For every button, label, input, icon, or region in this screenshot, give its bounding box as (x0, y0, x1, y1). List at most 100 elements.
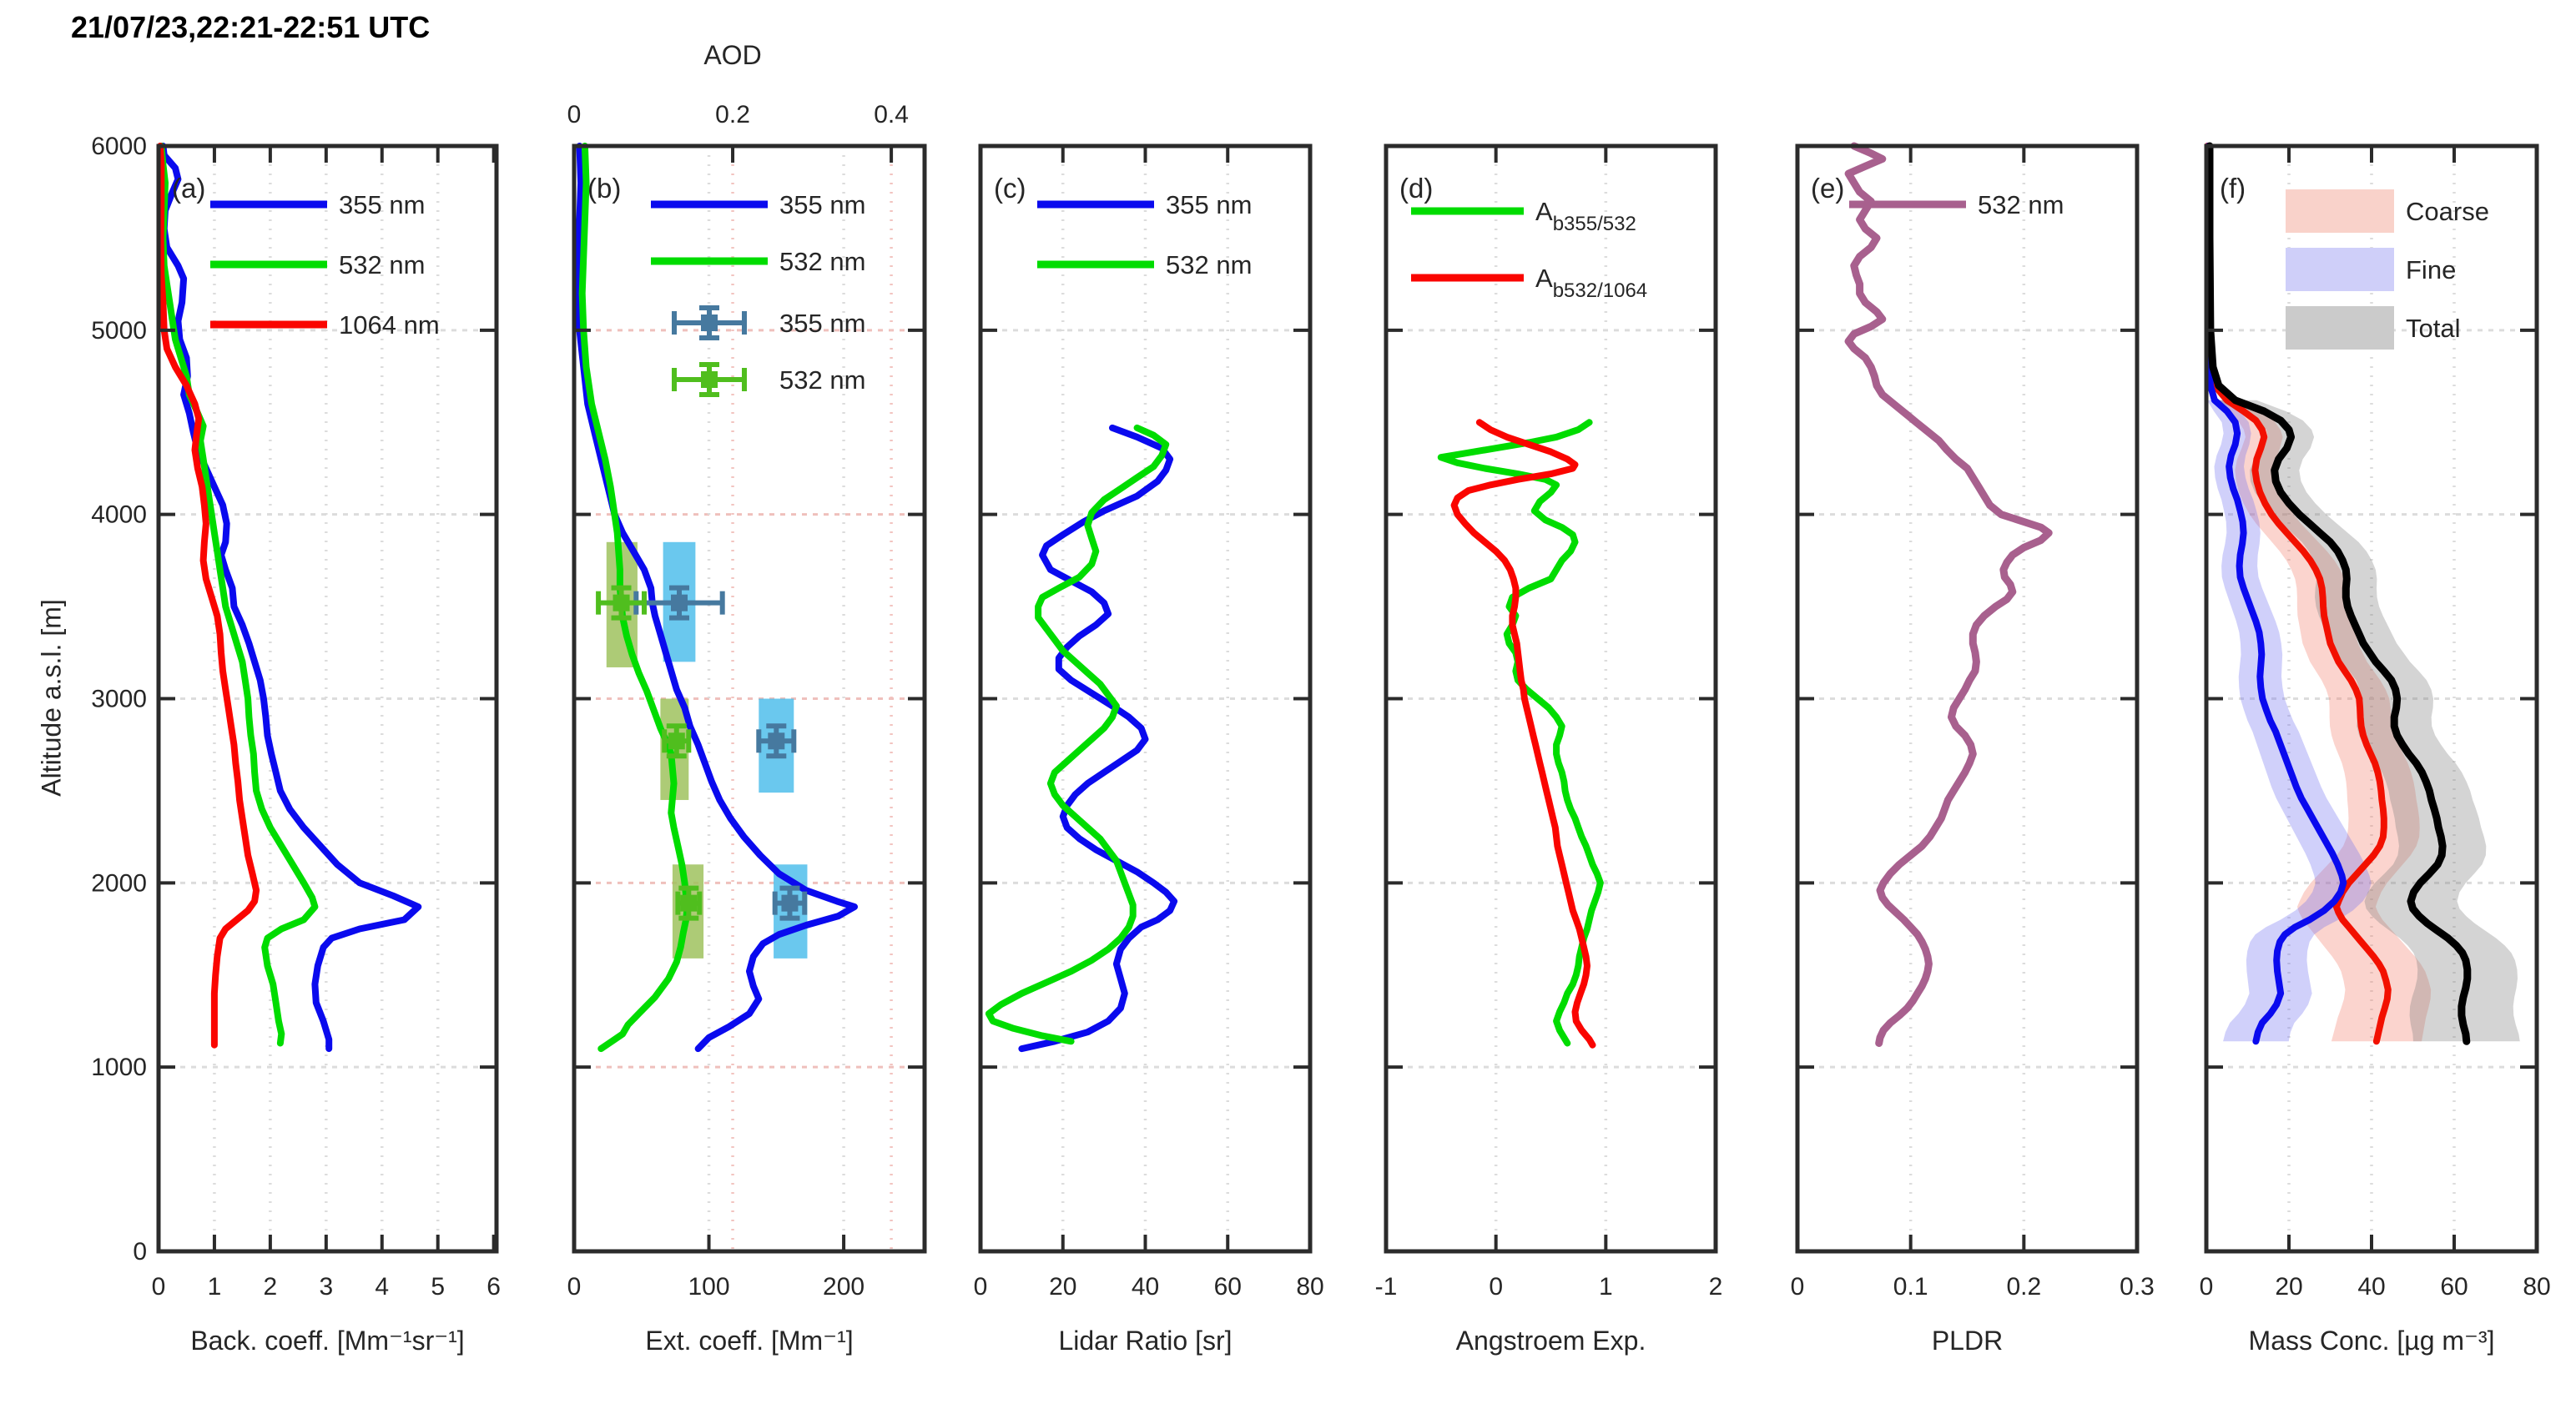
legend-patch-swatch (2286, 248, 2394, 291)
legend-label: 355 nm (779, 190, 865, 219)
x-tick-label: 0 (974, 1273, 988, 1301)
legend-label: 355 nm (779, 309, 865, 338)
mass-total-band (2214, 400, 2520, 1042)
y-tick-label: 2000 (91, 869, 147, 897)
legend-item-f-1: Fine (2286, 248, 2456, 291)
mass-fine-curve (2205, 143, 2347, 1045)
x-tick-label: 80 (1296, 1273, 1323, 1301)
panel-letter-c: (c) (994, 173, 1026, 204)
x-axis-label-a: Back. coeff. [Mm⁻¹sr⁻¹] (190, 1326, 464, 1356)
aod-layer-532-3-marker (675, 885, 703, 921)
x-tick-label: 5 (431, 1273, 445, 1301)
x-tick-label: 0.3 (2120, 1273, 2155, 1301)
x-axis-label-b: Ext. coeff. [Mm⁻¹] (645, 1326, 853, 1356)
panel-letter-f: (f) (2220, 173, 2246, 204)
x-tick-label: 0 (1791, 1273, 1805, 1301)
lr-532-curve (985, 424, 1170, 1045)
panel-c: 0 20 40 60 80 Lidar Ratio [sr] (c) 355 nm 532 nm (974, 143, 1324, 1356)
legend-label: Coarse (2406, 197, 2489, 226)
x-tick-label: 1 (1599, 1273, 1613, 1301)
mass-fine-band (2206, 400, 2372, 1042)
legend-label: Ab532/1064 (1535, 264, 1647, 302)
x-tick-label: 60 (1214, 1273, 1242, 1301)
x-tick-label: 20 (2275, 1273, 2302, 1301)
legend-label: 1064 nm (339, 310, 440, 340)
y-tick-label: 3000 (91, 686, 147, 713)
legend-item-e-0: 532 nm (1849, 190, 2064, 219)
mass-coarse-curve (2204, 143, 2392, 1045)
legend-item-f-0: Coarse (2286, 189, 2489, 233)
legend-label: 355 nm (1166, 190, 1252, 219)
x-tick-label: 0.2 (2006, 1273, 2041, 1301)
legend-item-a-2: 1064 nm (210, 310, 440, 340)
panel-letter-e: (e) (1811, 173, 1844, 204)
panel-letter-a: (a) (172, 173, 205, 204)
aod-layer-355-2-marker (756, 723, 797, 759)
legend-item-f-2: Total (2286, 306, 2460, 350)
x-tick-label: 80 (2523, 1273, 2550, 1301)
panel-frame (1795, 143, 2140, 1254)
y-tick-label: 6000 (91, 133, 147, 160)
legend-item-b-0: 355 nm (651, 190, 865, 219)
legend-item-c-1: 532 nm (1037, 250, 1252, 279)
x-tick-label: 0.1 (1893, 1273, 1928, 1301)
legend-label: 532 nm (1166, 250, 1252, 279)
panel-d: -1 0 1 2 Angstroem Exp. (d) Ab355/532 Ab532/106… (1375, 143, 1723, 1356)
y-tick-label: 0 (133, 1238, 147, 1266)
x-tick-label: 4 (375, 1273, 389, 1301)
legend-label: Total (2406, 314, 2460, 343)
ae-532-1064-curve (1450, 419, 1596, 1049)
x-tick-label: -1 (1375, 1273, 1398, 1301)
aod-layer-355-3-marker (772, 885, 808, 921)
figure-title: 21/07/23,22:21-22:51 UTC (71, 10, 431, 44)
legend-item-c-0: 355 nm (1037, 190, 1252, 219)
mass-coarse-band (2210, 400, 2432, 1042)
lr-355-curve (1018, 424, 1178, 1053)
legend-item-d-1: Ab532/1064 (1411, 264, 1647, 302)
bsc-355-curve (159, 143, 422, 1053)
panel-b: 0 100 200 0 0.2 0.4 Ext. coeff. [Mm⁻¹] (b) 355 n… (567, 101, 927, 1356)
panel-f: 0 20 40 60 80 Mass Conc. [µg m⁻³] (f) Coarse Fin… (2200, 142, 2551, 1356)
x-tick-label: 60 (2440, 1273, 2468, 1301)
x-tick-label: 40 (2357, 1273, 2385, 1301)
aod-layer-532-1-marker (596, 585, 647, 621)
panel-letter-b: (b) (587, 173, 621, 204)
x-tick-label: 2 (264, 1273, 278, 1301)
x-tick-label: 3 (319, 1273, 333, 1301)
x-tick-label: 40 (1132, 1273, 1159, 1301)
aod-tick-label: 0 (567, 101, 582, 128)
panel-letter-d: (d) (1399, 173, 1433, 204)
x-tick-label: 200 (823, 1273, 865, 1301)
legend-item-a-1: 532 nm (210, 250, 425, 279)
x-tick-label: 2 (1709, 1273, 1723, 1301)
legend-label: 355 nm (339, 190, 425, 219)
legend-item-b-3: 532 nm (672, 362, 865, 397)
panel-e: 0 0.1 0.2 0.3 PLDR (e) 532 nm (1791, 142, 2155, 1356)
mass-total-curve (2205, 142, 2472, 1045)
x-tick-label: 100 (688, 1273, 730, 1301)
legend-item-b-2: 355 nm (672, 305, 865, 340)
y-tick-label: 1000 (91, 1054, 147, 1081)
x-tick-label: 0 (1489, 1273, 1503, 1301)
x-axis-label-e: PLDR (1932, 1326, 2003, 1356)
x-tick-label: 0 (2200, 1273, 2214, 1301)
aod-layer-532-2-marker (662, 723, 692, 759)
ext-532-curve (578, 143, 691, 1053)
aod-tick-label: 0.4 (874, 101, 909, 128)
x-axis-label-c: Lidar Ratio [sr] (1058, 1326, 1232, 1356)
legend-label: 532 nm (339, 250, 425, 279)
x-tick-label: 6 (486, 1273, 501, 1301)
x-axis-label-f: Mass Conc. [µg m⁻³] (2249, 1326, 2495, 1356)
legend-patch-swatch (2286, 189, 2394, 233)
bsc-1064-curve (157, 143, 260, 1049)
legend-patch-swatch (2286, 306, 2394, 350)
aod-axis-title: AOD (703, 40, 762, 70)
pldr-532-curve (1844, 142, 2053, 1047)
legend-item-a-0: 355 nm (210, 190, 425, 219)
legend-label: 532 nm (1978, 190, 2064, 219)
ext-355-curve (574, 143, 858, 1053)
legend-label: Fine (2406, 255, 2456, 284)
panel-a: 0 1 2 3 4 5 6 0 1000 2000 3000 4000 5000 6000 Back. co… (91, 133, 501, 1356)
aod-tick-label: 0.2 (715, 101, 750, 128)
legend-label: 532 nm (779, 365, 865, 395)
